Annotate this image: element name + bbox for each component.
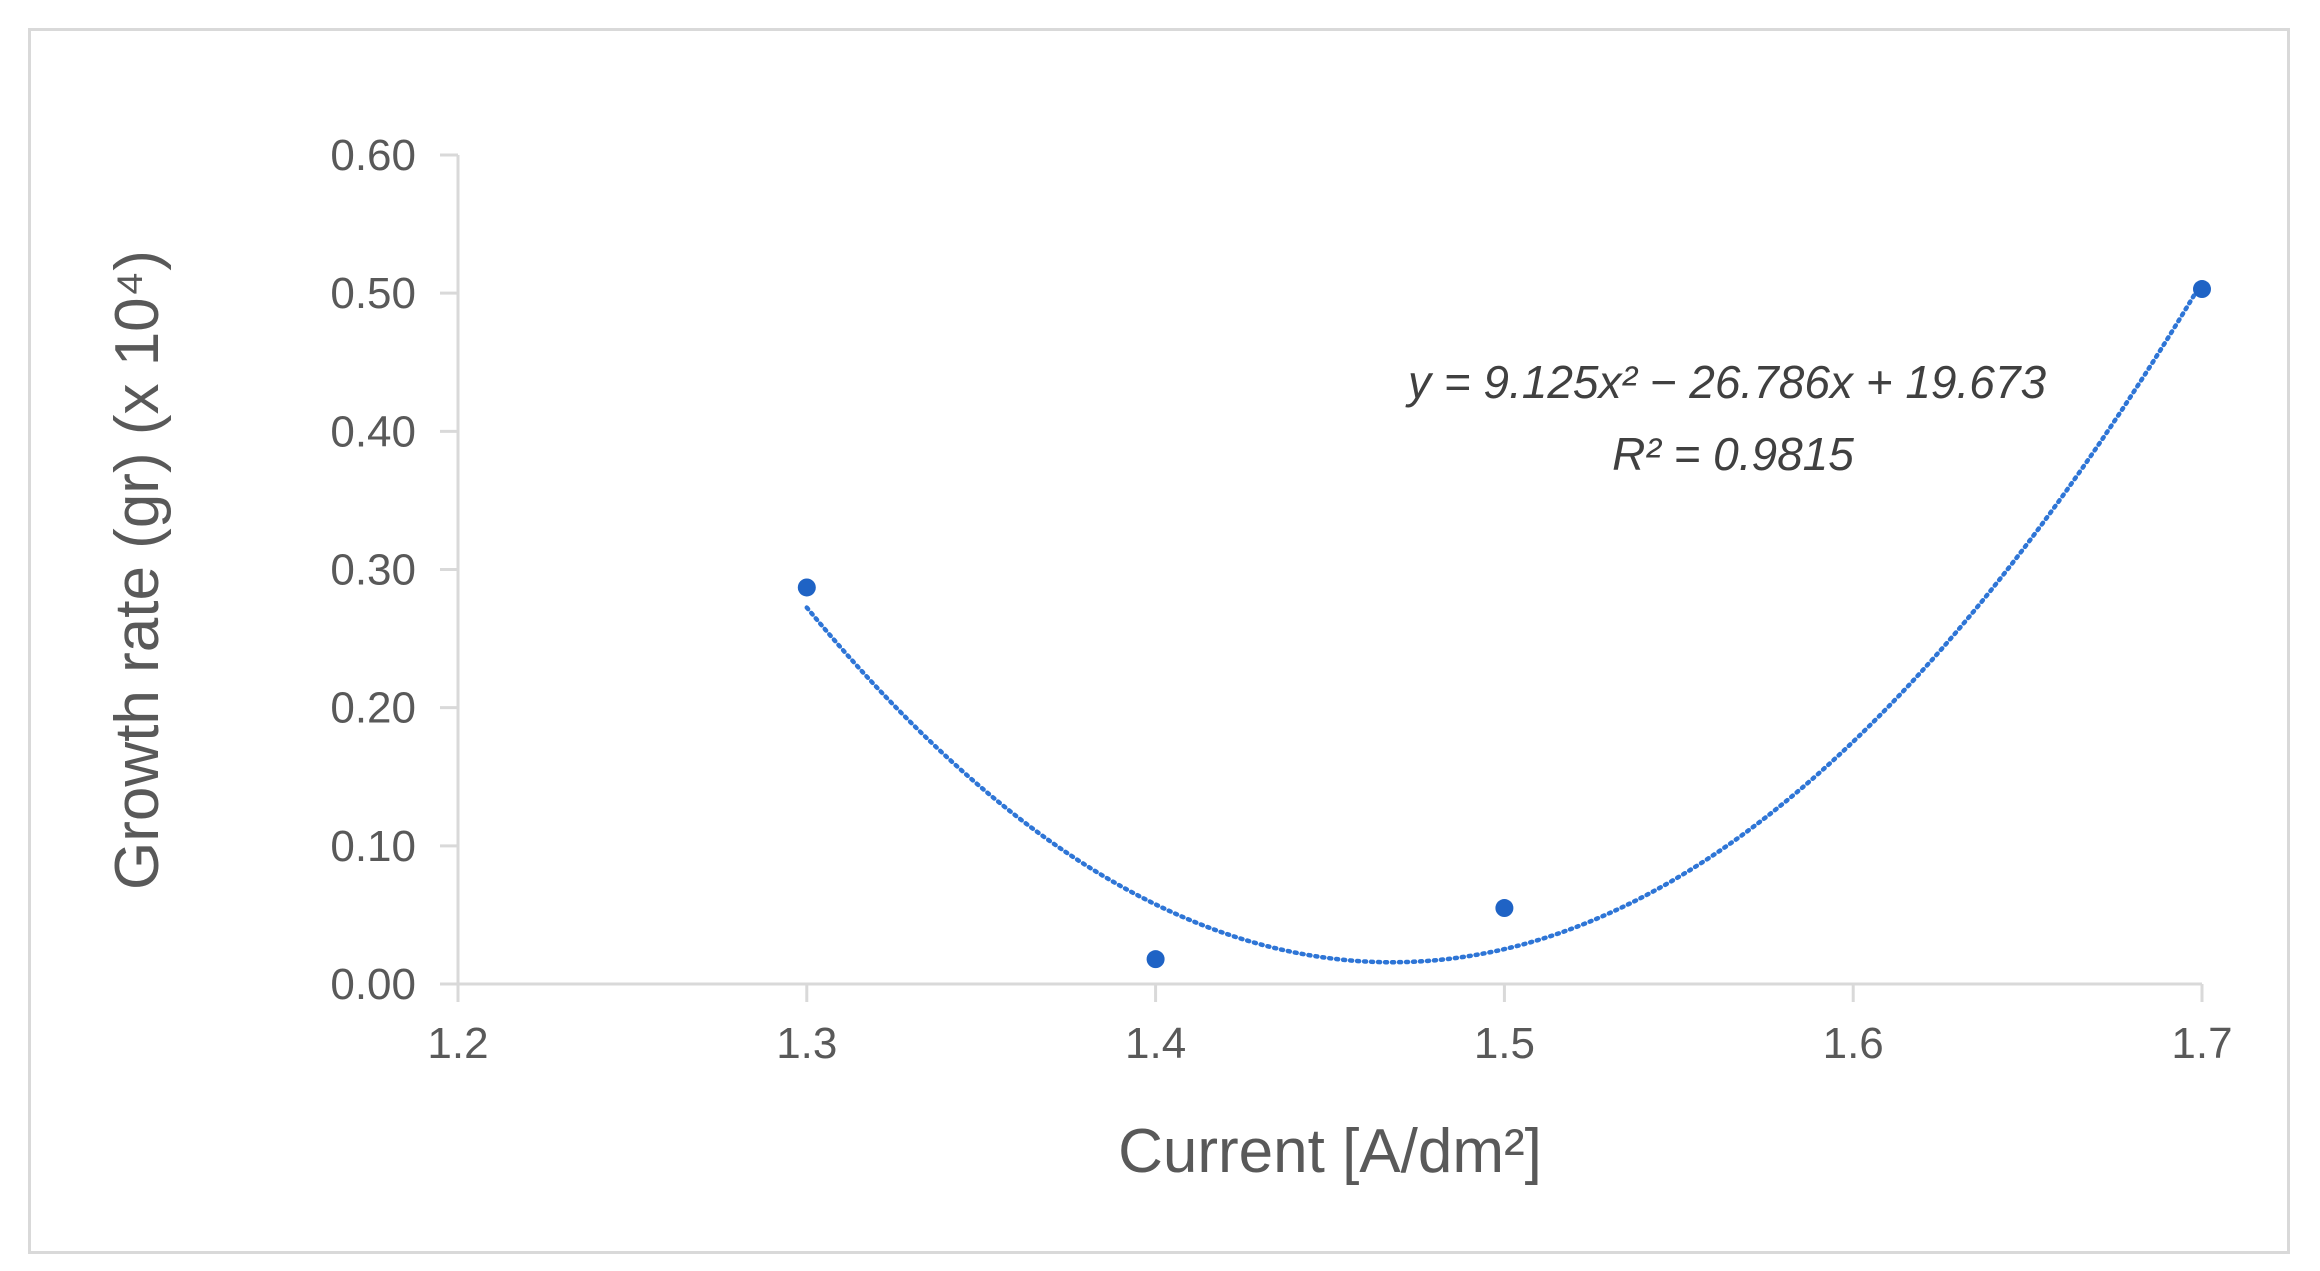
chart-frame [28,28,2290,1254]
x-tick-label: 1.4 [1125,1019,1186,1068]
data-point [1146,950,1165,969]
trendline-equation: y = 9.125x² − 26.786x + 19.673 [1405,356,2047,408]
data-point [2193,280,2211,299]
y-tick-label: 0.10 [330,822,416,871]
x-tick-label: 1.2 [427,1019,488,1068]
y-tick-label: 0.60 [330,131,416,180]
x-ticks: 1.2 1.3 1.4 1.5 1.6 1.7 [427,984,2233,1068]
axes [456,155,2202,986]
x-tick-label: 1.5 [1474,1019,1535,1068]
y-tick-label: 0.00 [330,960,416,1009]
data-point [1495,899,1514,918]
trendline-r-squared: R² = 0.9815 [1612,428,1854,480]
data-points [797,280,2211,969]
y-tick-label: 0.40 [330,407,416,456]
trendline [804,279,2205,965]
x-tick-label: 1.3 [776,1019,837,1068]
y-tick-label: 0.50 [330,269,416,318]
y-axis-title: Growth rate (gr) (x 10⁴) [103,250,172,890]
x-tick-label: 1.6 [1823,1019,1884,1068]
data-point [797,578,816,597]
y-ticks: 0.00 0.10 0.20 0.30 0.40 0.50 0.60 [330,131,458,1009]
x-tick-label: 1.7 [2171,1019,2232,1068]
y-tick-label: 0.30 [330,546,416,595]
x-axis-title: Current [A/dm²] [1118,1117,1542,1186]
y-tick-label: 0.20 [330,684,416,733]
